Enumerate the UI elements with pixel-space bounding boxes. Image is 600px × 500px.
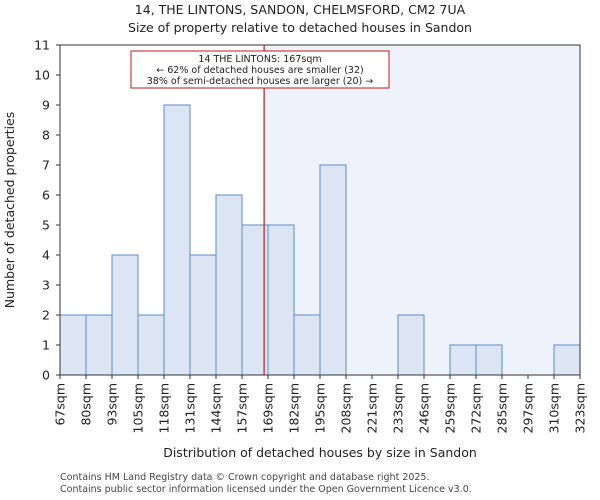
bar-182sqm xyxy=(293,314,321,376)
x-tick-label: 297sqm xyxy=(521,383,536,433)
y-tick-label: 4 xyxy=(42,248,50,263)
y-tick-label: 9 xyxy=(42,98,50,113)
bar-169sqm xyxy=(267,224,295,376)
bar-144sqm xyxy=(215,194,243,376)
bar-195sqm xyxy=(319,164,347,376)
y-tick-label: 8 xyxy=(42,128,50,143)
footer-attribution-line2: Contains public sector information licen… xyxy=(60,484,472,495)
x-tick-label: 310sqm xyxy=(547,383,562,433)
x-tick-label: 144sqm xyxy=(209,383,224,433)
footer-attribution-line1: Contains HM Land Registry data © Crown c… xyxy=(60,472,430,483)
x-tick-label: 221sqm xyxy=(365,383,380,433)
bar-105sqm xyxy=(137,314,165,376)
chart-title-line2: Size of property relative to detached ho… xyxy=(128,20,472,35)
y-tick-label: 11 xyxy=(34,38,50,53)
x-tick-label: 80sqm xyxy=(79,383,94,426)
y-tick-label: 1 xyxy=(42,338,50,353)
bar-67sqm xyxy=(59,314,87,376)
chart-title-line1: 14, THE LINTONS, SANDON, CHELMSFORD, CM2… xyxy=(135,2,466,17)
x-tick-label: 233sqm xyxy=(391,383,406,433)
x-tick-label: 259sqm xyxy=(443,383,458,433)
annotation-line1: 14 THE LINTONS: 167sqm xyxy=(198,54,321,65)
x-axis-label: Distribution of detached houses by size … xyxy=(163,445,477,460)
y-tick-label: 3 xyxy=(42,278,50,293)
bar-80sqm xyxy=(85,314,113,376)
x-tick-label: 285sqm xyxy=(495,383,510,433)
x-tick-label: 182sqm xyxy=(287,383,302,433)
y-tick-label: 2 xyxy=(42,308,50,323)
bar-131sqm xyxy=(189,254,217,376)
y-tick-label: 10 xyxy=(34,68,50,83)
y-tick-label: 7 xyxy=(42,158,50,173)
x-tick-label: 67sqm xyxy=(53,383,68,426)
x-tick-label: 131sqm xyxy=(183,383,198,433)
x-tick-label: 93sqm xyxy=(105,383,120,426)
x-tick-label: 323sqm xyxy=(573,383,588,433)
y-tick-label: 6 xyxy=(42,188,50,203)
bar-259sqm xyxy=(449,344,477,376)
x-tick-label: 208sqm xyxy=(339,383,354,433)
y-tick-label: 0 xyxy=(42,368,50,383)
bar-93sqm xyxy=(111,254,139,376)
x-tick-label: 195sqm xyxy=(313,383,328,433)
bar-272sqm xyxy=(475,344,503,376)
annotation-box xyxy=(130,50,390,89)
bar-118sqm xyxy=(163,104,191,376)
x-tick-label: 118sqm xyxy=(157,383,172,433)
y-tick-label: 5 xyxy=(42,218,50,233)
x-tick-label: 272sqm xyxy=(469,383,484,433)
x-tick-label: 157sqm xyxy=(235,383,250,433)
bar-233sqm xyxy=(397,314,425,376)
y-axis-label: Number of detached properties xyxy=(2,112,17,309)
bar-310sqm xyxy=(553,344,581,376)
annotation-line3: 38% of semi-detached houses are larger (… xyxy=(147,76,374,87)
annotation-line2: ← 62% of detached houses are smaller (32… xyxy=(156,65,363,76)
x-tick-label: 169sqm xyxy=(261,383,276,433)
x-tick-label: 105sqm xyxy=(131,383,146,433)
x-tick-label: 246sqm xyxy=(417,383,432,433)
